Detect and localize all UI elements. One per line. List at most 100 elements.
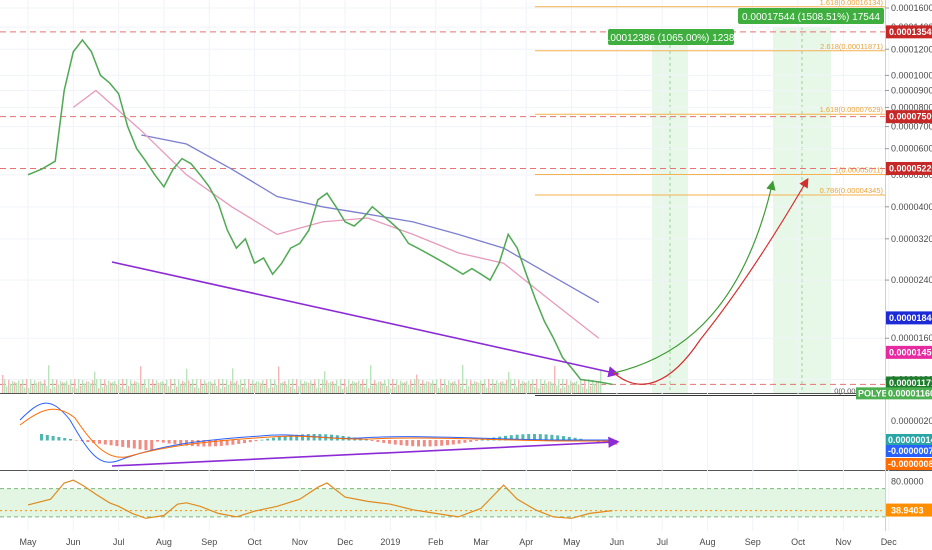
macd-histogram-bar bbox=[45, 435, 49, 441]
volume-bar bbox=[4, 379, 6, 393]
macd-histogram-bar bbox=[190, 440, 194, 447]
volume-bar bbox=[282, 382, 284, 393]
volume-bar bbox=[560, 388, 562, 393]
macd-divergence-line bbox=[111, 436, 620, 467]
macd-histogram-bar bbox=[283, 436, 287, 441]
volume-bar bbox=[436, 379, 438, 393]
macd-histogram-bar bbox=[562, 436, 565, 441]
volume-bar bbox=[158, 382, 160, 393]
volume-bar bbox=[72, 387, 74, 393]
volume-bar bbox=[480, 380, 482, 393]
macd-histogram-bar bbox=[74, 440, 78, 441]
measure-box bbox=[608, 29, 734, 45]
volume-bar bbox=[396, 379, 398, 393]
volume-bar bbox=[348, 379, 350, 393]
volume-bar bbox=[332, 381, 334, 393]
macd-histogram-bar bbox=[376, 440, 380, 442]
volume-bar bbox=[216, 385, 218, 393]
time-axis-label: May bbox=[19, 537, 37, 547]
macd-histogram-bar bbox=[237, 440, 241, 444]
volume-bar bbox=[166, 379, 168, 393]
volume-bar bbox=[150, 387, 152, 393]
macd-histogram-bar bbox=[388, 440, 391, 444]
volume-bar bbox=[534, 387, 536, 393]
volume-bar bbox=[70, 379, 72, 393]
volume-bar bbox=[582, 386, 584, 393]
volume-bar bbox=[154, 385, 156, 393]
volume-bar bbox=[20, 385, 22, 393]
volume-bar bbox=[462, 365, 464, 393]
volume-bar bbox=[132, 383, 134, 393]
macd-histogram-bar bbox=[179, 440, 183, 446]
main-pane bbox=[0, 0, 885, 393]
fib-level-label: 2.618(0.00011871) bbox=[820, 42, 883, 51]
volume-bar bbox=[270, 379, 272, 393]
volume-bar bbox=[140, 366, 142, 393]
volume-bar bbox=[478, 382, 480, 393]
volume-bar bbox=[248, 379, 250, 393]
volume-bar bbox=[424, 383, 426, 393]
macd-histogram-bar bbox=[573, 437, 577, 441]
volume-bar bbox=[90, 383, 92, 393]
macd-value-label: 0.00000014 bbox=[888, 435, 932, 445]
volume-bar bbox=[102, 387, 104, 393]
volume-bar bbox=[400, 380, 402, 393]
volume-bar bbox=[32, 385, 34, 393]
volume-bar bbox=[316, 387, 318, 393]
volume-bar bbox=[328, 383, 330, 393]
volume-bar bbox=[368, 388, 370, 393]
macd-value-tag bbox=[886, 458, 932, 470]
macd-histogram-bar bbox=[132, 440, 136, 449]
volume-bar bbox=[210, 381, 212, 393]
volume-bar bbox=[510, 379, 512, 393]
volume-bar bbox=[40, 381, 42, 393]
volume-bar bbox=[592, 379, 594, 393]
time-axis-label: Nov bbox=[835, 537, 852, 547]
volume-bar bbox=[160, 381, 162, 393]
volume-bar bbox=[398, 384, 400, 393]
volume-bar bbox=[520, 384, 522, 393]
volume-bar bbox=[254, 383, 256, 393]
macd-axis-label: 0.00000200 bbox=[891, 416, 932, 426]
volume-bar bbox=[94, 371, 96, 393]
volume-bar bbox=[370, 365, 372, 393]
volume-bar bbox=[410, 379, 412, 393]
volume-bar bbox=[234, 382, 236, 393]
volume-bar bbox=[376, 383, 378, 393]
volume-bar bbox=[330, 381, 332, 393]
volume-bar bbox=[52, 379, 54, 393]
price-tag bbox=[886, 376, 932, 390]
volume-bar bbox=[320, 387, 322, 393]
volume-bar bbox=[416, 374, 418, 393]
volume-bar bbox=[352, 380, 354, 393]
volume-bar bbox=[496, 380, 498, 393]
volume-bar bbox=[452, 382, 454, 393]
volume-bar bbox=[430, 383, 432, 393]
macd-histogram-bar bbox=[40, 434, 43, 441]
volume-bar bbox=[142, 385, 144, 393]
volume-bar bbox=[374, 380, 376, 393]
volume-bar bbox=[434, 385, 436, 393]
volume-bar bbox=[240, 379, 242, 393]
volume-bar bbox=[366, 379, 368, 393]
macd-histogram-bar bbox=[69, 439, 72, 441]
volume-bar bbox=[300, 379, 302, 393]
volume-bar bbox=[404, 382, 406, 393]
macd-histogram-bar bbox=[260, 439, 264, 441]
macd-histogram-bar bbox=[301, 434, 304, 441]
volume-bar bbox=[92, 380, 94, 393]
volume-bar bbox=[152, 379, 154, 393]
macd-histogram-bar bbox=[289, 435, 293, 441]
macd-value-tag bbox=[886, 434, 932, 446]
volume-bar bbox=[380, 381, 382, 393]
volume-bar bbox=[456, 384, 458, 393]
macd-histogram-bar bbox=[515, 434, 519, 441]
volume-bar bbox=[164, 383, 166, 393]
volume-bar bbox=[88, 381, 90, 393]
macd-pane bbox=[0, 394, 885, 470]
volume-bar bbox=[280, 382, 282, 393]
macd-histogram-bar bbox=[556, 435, 560, 441]
volume-bar bbox=[146, 387, 148, 393]
